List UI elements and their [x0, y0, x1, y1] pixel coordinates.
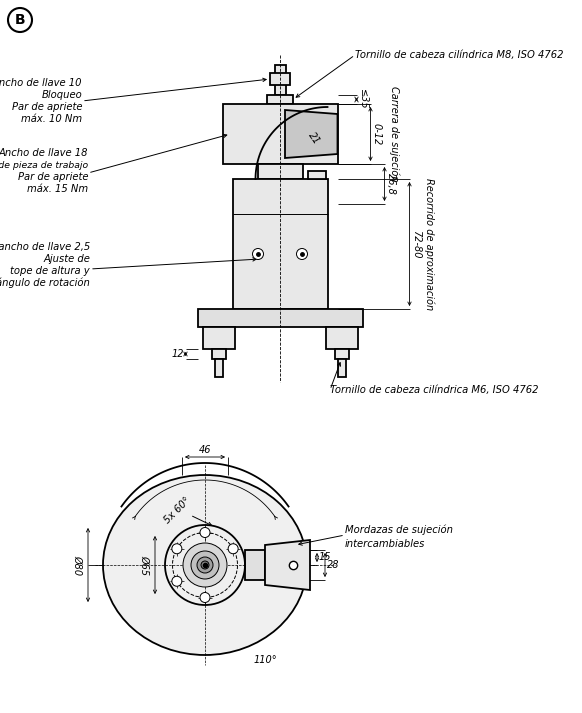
- Bar: [232, 179, 328, 309]
- Text: 21: 21: [306, 130, 322, 146]
- Circle shape: [200, 528, 210, 538]
- Bar: [338, 359, 346, 377]
- Text: 26,8: 26,8: [385, 173, 396, 195]
- Text: Ancho de llave 10: Ancho de llave 10: [0, 78, 82, 88]
- Text: ángulo de rotación: ángulo de rotación: [0, 278, 90, 288]
- Circle shape: [191, 551, 219, 579]
- Circle shape: [183, 543, 227, 587]
- Circle shape: [172, 576, 182, 586]
- Circle shape: [296, 249, 307, 260]
- Circle shape: [172, 544, 182, 554]
- Bar: [245, 550, 265, 580]
- Bar: [211, 349, 225, 359]
- Text: Mordazas de sujeción: Mordazas de sujeción: [345, 525, 453, 535]
- Text: 0-12: 0-12: [371, 123, 381, 145]
- Text: Carrera de sujeción: Carrera de sujeción: [389, 86, 400, 182]
- Circle shape: [200, 593, 210, 602]
- Text: Par de apriete: Par de apriete: [12, 102, 82, 112]
- Text: intercambiables: intercambiables: [345, 539, 425, 549]
- Bar: [197, 309, 363, 327]
- Text: Sujeción de pieza de trabajo: Sujeción de pieza de trabajo: [0, 160, 88, 170]
- Text: B: B: [15, 13, 25, 27]
- Text: máx. 15 Nm: máx. 15 Nm: [27, 184, 88, 194]
- Text: 110°: 110°: [253, 655, 277, 665]
- Bar: [307, 171, 325, 179]
- Text: Recorrido de aproximación: Recorrido de aproximación: [424, 178, 435, 310]
- Circle shape: [197, 557, 213, 573]
- Bar: [270, 73, 290, 85]
- Text: Tornillo de cabeza cilíndrica M8, ISO 4762: Tornillo de cabeza cilíndrica M8, ISO 47…: [355, 50, 563, 60]
- Text: 72-80: 72-80: [411, 230, 421, 258]
- Text: Ø65: Ø65: [140, 555, 150, 575]
- Bar: [335, 349, 349, 359]
- Bar: [222, 104, 338, 164]
- Text: Par de apriete: Par de apriete: [17, 172, 88, 182]
- Text: 5x 60°: 5x 60°: [162, 495, 192, 525]
- Text: 15: 15: [319, 552, 331, 562]
- Text: Tornillo de cabeza cilíndrica M6, ISO 4762: Tornillo de cabeza cilíndrica M6, ISO 47…: [330, 385, 538, 395]
- Bar: [325, 327, 357, 349]
- Text: Bloqueo: Bloqueo: [41, 90, 82, 100]
- Circle shape: [253, 249, 264, 260]
- Text: 28: 28: [327, 560, 339, 570]
- Ellipse shape: [103, 475, 307, 655]
- Text: ≤35: ≤35: [357, 89, 367, 110]
- Circle shape: [201, 561, 209, 569]
- Text: Ø80: Ø80: [73, 555, 83, 575]
- Text: máx. 10 Nm: máx. 10 Nm: [21, 114, 82, 124]
- Text: tope de altura y: tope de altura y: [10, 266, 90, 276]
- Bar: [267, 95, 293, 104]
- Text: 12: 12: [171, 349, 184, 359]
- Text: Ancho de llave 18: Ancho de llave 18: [0, 148, 88, 158]
- Bar: [257, 164, 303, 179]
- Text: 4x ancho de llave 2,5: 4x ancho de llave 2,5: [0, 242, 90, 252]
- Bar: [215, 359, 222, 377]
- Text: 46: 46: [198, 445, 211, 455]
- Polygon shape: [265, 540, 310, 590]
- Bar: [275, 65, 286, 95]
- Text: Ajuste de: Ajuste de: [43, 254, 90, 264]
- Bar: [203, 327, 235, 349]
- Circle shape: [228, 544, 238, 554]
- Polygon shape: [285, 110, 338, 158]
